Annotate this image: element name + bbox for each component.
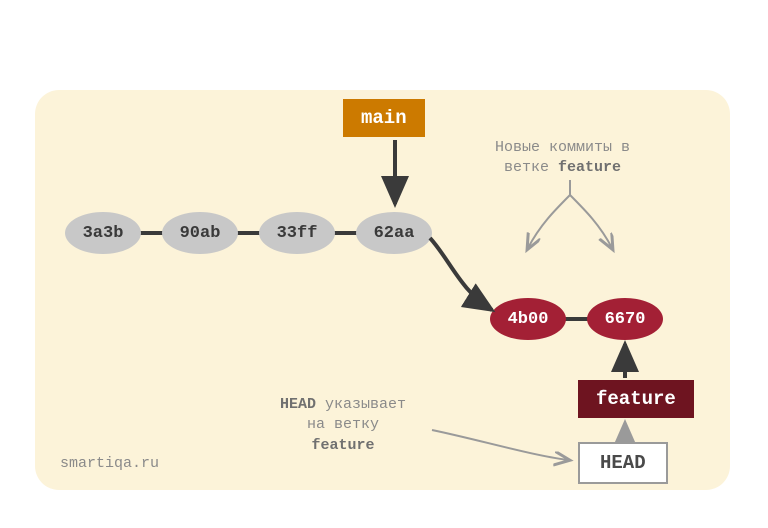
commit-label: 3a3b — [83, 224, 124, 243]
commit-node: 90ab — [162, 212, 238, 254]
commit-label: 6670 — [605, 310, 646, 329]
head-box: HEAD — [578, 442, 668, 484]
branch-label-text: feature — [596, 388, 676, 410]
annotation-new-commits: Новые коммиты в ветке feature — [495, 138, 630, 179]
branch-feature-label: feature — [578, 380, 694, 418]
commit-label: 62aa — [374, 224, 415, 243]
annot-text: на ветку — [307, 416, 379, 433]
commit-label: 90ab — [180, 224, 221, 243]
annot-text: ветке — [504, 159, 558, 176]
annot-text-strong: feature — [558, 159, 621, 176]
annot-text-strong: HEAD — [280, 396, 316, 413]
annotation-head-points: HEAD указывает на ветку feature — [280, 395, 406, 456]
annot-text: Новые коммиты в — [495, 139, 630, 156]
commit-node: 4b00 — [490, 298, 566, 340]
head-label-text: HEAD — [600, 452, 646, 474]
watermark: smartiqa.ru — [60, 455, 159, 472]
commit-node: 3a3b — [65, 212, 141, 254]
commit-label: 33ff — [277, 224, 318, 243]
commit-node: 6670 — [587, 298, 663, 340]
commit-label: 4b00 — [508, 310, 549, 329]
commit-node: 33ff — [259, 212, 335, 254]
branch-main-label: main — [343, 99, 425, 137]
watermark-text: smartiqa.ru — [60, 455, 159, 472]
branch-label-text: main — [361, 107, 407, 129]
annot-text: указывает — [316, 396, 406, 413]
annot-text-strong: feature — [312, 437, 375, 454]
commit-node: 62aa — [356, 212, 432, 254]
